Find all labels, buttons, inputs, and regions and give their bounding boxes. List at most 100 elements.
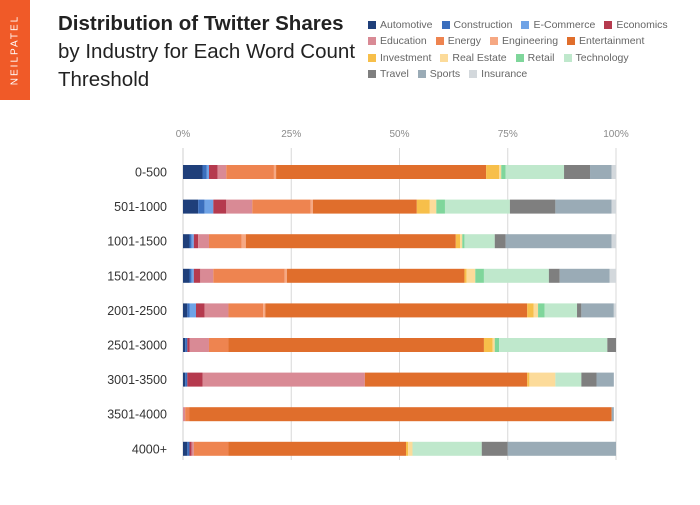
bar-segment [202,372,365,387]
bar-segment [193,441,229,456]
legend-label: Energy [447,35,481,48]
bar-segment [436,199,445,214]
legend-item: Education [368,35,427,47]
legend-label: Technology [575,51,629,64]
legend-item: Sports [417,68,460,80]
bar-segment [364,372,528,387]
bar-segment [183,407,186,422]
legend-swatch [521,21,530,30]
legend-item: Construction [441,19,513,32]
bar-segment [189,268,192,283]
bar-segment [483,338,493,352]
bar-segment [183,441,188,456]
bar-segment [185,407,190,422]
bar-segment [577,303,582,318]
bar-segment [412,441,482,456]
bar-segment [195,303,205,318]
bar-segment [213,268,285,283]
legend-item: Investment [368,52,431,64]
bar-segment [613,303,616,318]
bar-segment [284,268,287,283]
bar-segment [202,165,207,179]
bar-segment [185,372,188,387]
category-label: 1001-1500 [107,235,167,249]
bar-segment [276,165,487,179]
bar-segment [548,268,560,283]
bar-segment [226,165,274,179]
legend-swatch [604,21,613,30]
legend-swatch [440,53,449,62]
bar-segment [189,441,192,456]
legend-item: E-Commerce [521,19,595,31]
legend-row: Education Energy Engineering Entertainment [368,33,698,49]
bar-segment [505,165,565,179]
bar-segment [494,234,506,249]
chart-legend: Automotive Construction E-Commerce Economic… [368,17,698,82]
bar-segment [208,234,242,249]
chart-title-bold: Distribution of Twitter Shares [58,12,344,35]
legend-label: Education [380,35,427,48]
bar-segment [198,234,209,249]
bar-segment [486,165,500,179]
bar-segment [191,268,194,283]
bar-segment [228,338,484,352]
bar-segment [193,268,201,283]
bar-segment [501,165,506,179]
bar-segment [193,234,199,249]
category-label: 2001-2500 [107,304,167,318]
bar-segment [189,234,192,249]
bar-segment [183,338,186,352]
category-label: 0-500 [135,166,167,180]
bar-segment [226,199,253,214]
legend-label: E-Commerce [533,19,596,32]
bar-segment [183,303,188,318]
bar-segment [204,303,229,318]
x-tick-label: 75% [498,129,518,140]
legend-label: Insurance [481,68,528,81]
legend-label: Entertainment [579,35,645,48]
bar-segment [206,165,209,179]
bar-segment [505,234,612,249]
chart-title: Distribution of Twitter Shares by Indust… [58,10,358,94]
x-tick-label: 100% [603,129,629,140]
bar-segment [611,199,616,214]
bar-segment [312,199,417,214]
bar-segment [611,407,614,422]
bar-segment [609,268,616,283]
legend-item: Economics [604,19,668,31]
bar-segment [228,441,406,456]
bar-segment [217,165,227,179]
bar-segment [527,303,534,318]
bar-segment [494,338,500,352]
bar-segment [466,268,476,283]
bar-segment [544,303,578,318]
legend-swatch [368,53,376,62]
bar-segment [408,441,413,456]
bar-segment [252,199,311,214]
bar-segment [462,234,465,249]
chart-title-rest: by Industry for Each Word Count Threshol… [58,40,356,91]
legend-swatch [567,37,576,46]
legend-swatch [441,21,450,30]
bar-segment [185,338,188,352]
legend-item: Travel [368,68,409,80]
legend-row: Investment Real Estate Retail Technology [368,50,698,66]
category-label: 501-1000 [114,200,167,214]
legend-label: Construction [453,19,513,32]
bar-segment [555,372,582,387]
legend-swatch [515,53,524,62]
x-tick-label: 25% [281,129,301,140]
legend-label: Real Estate [452,51,507,64]
bar-segment [189,338,209,352]
legend-item: Insurance [469,68,527,80]
bar-segment [245,234,456,249]
bar-segment [228,303,264,318]
legend-swatch [417,70,426,79]
legend-item: Retail [515,52,555,64]
legend-label: Investment [380,51,432,64]
x-tick-label: 50% [389,129,409,140]
bar-segment [444,199,510,214]
bar-segment [464,268,467,283]
bar-segment [416,199,430,214]
